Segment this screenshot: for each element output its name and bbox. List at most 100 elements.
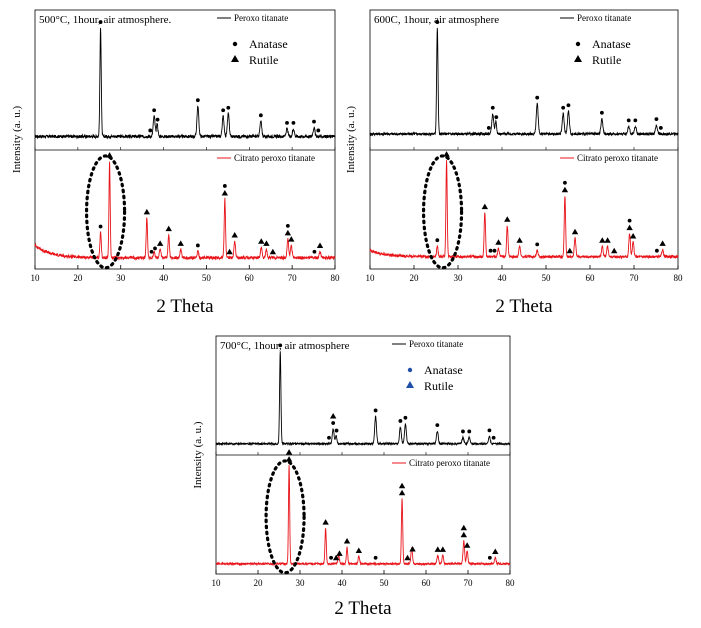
series-legend-label: Peroxo titanate bbox=[409, 339, 463, 349]
anatase-marker bbox=[403, 415, 408, 420]
rutile-marker bbox=[343, 538, 351, 544]
anatase-marker bbox=[312, 249, 317, 254]
x-tick-label: 10 bbox=[212, 578, 222, 588]
anatase-marker bbox=[148, 128, 153, 133]
anatase-marker bbox=[435, 423, 440, 428]
anatase-marker bbox=[486, 126, 491, 130]
legend-rutile-label: Rutile bbox=[424, 379, 453, 393]
x-tick-label: 80 bbox=[674, 273, 684, 283]
legend-anatase-dot-icon bbox=[407, 367, 413, 373]
anatase-marker bbox=[561, 105, 566, 110]
rutile-marker bbox=[504, 216, 511, 222]
x-tick-label: 80 bbox=[331, 273, 341, 283]
x-tick-label: 20 bbox=[254, 578, 264, 588]
legend-anatase-dot-icon bbox=[575, 41, 581, 47]
x-tick-label: 80 bbox=[506, 578, 516, 588]
anatase-marker bbox=[435, 20, 440, 24]
rutile-marker bbox=[284, 229, 292, 236]
series-line-peroxo bbox=[215, 351, 511, 447]
anatase-marker bbox=[487, 555, 492, 560]
series-line-citrato bbox=[215, 464, 511, 567]
rutile-marker bbox=[269, 248, 277, 255]
anatase-marker bbox=[461, 429, 465, 434]
series-legend-label: Citrato peroxo titanate bbox=[409, 458, 490, 468]
rutile-marker bbox=[460, 524, 467, 531]
x-axis-title: 2 Theta bbox=[156, 296, 214, 317]
x-tick-label: 60 bbox=[586, 273, 596, 283]
rutile-marker bbox=[443, 151, 450, 157]
anatase-marker bbox=[153, 246, 157, 251]
anatase-marker bbox=[373, 555, 378, 560]
x-tick-label: 60 bbox=[422, 578, 432, 588]
plot-frame bbox=[34, 9, 336, 270]
anatase-marker bbox=[535, 95, 540, 100]
x-tick-label: 30 bbox=[296, 578, 306, 588]
x-axis-title: 2 Theta bbox=[334, 598, 392, 619]
x-tick-label: 50 bbox=[542, 273, 552, 283]
rutile-marker bbox=[221, 189, 229, 196]
anatase-marker bbox=[435, 238, 440, 243]
anatase-marker bbox=[467, 429, 472, 434]
rutile-marker bbox=[355, 547, 362, 553]
x-tick-label: 40 bbox=[338, 578, 348, 588]
rutile-marker bbox=[439, 546, 446, 552]
rutile-marker bbox=[434, 546, 441, 552]
xrd-panel-2: 10 20 30 40 50 60 70 80 2 Theta Intensity (a. u.)… bbox=[345, 9, 684, 317]
rutile-marker bbox=[566, 247, 573, 254]
anatase-marker bbox=[633, 118, 638, 123]
rutile-marker bbox=[495, 239, 502, 245]
legend-rutile-triangle-icon bbox=[231, 55, 239, 62]
legend-anatase-label: Anatase bbox=[592, 37, 631, 51]
rutile-marker bbox=[481, 203, 489, 210]
x-tick-label: 50 bbox=[202, 273, 212, 283]
rutile-marker bbox=[460, 531, 467, 538]
anatase-marker bbox=[221, 108, 226, 113]
panel-title: 500°C, 1hour, air atmosphere. bbox=[39, 14, 172, 26]
x-tick-label: 20 bbox=[410, 273, 420, 283]
rutile-marker bbox=[409, 545, 416, 552]
rutile-marker bbox=[611, 247, 618, 254]
anatase-marker bbox=[316, 128, 321, 133]
anatase-marker bbox=[226, 105, 231, 110]
anatase-marker bbox=[373, 408, 378, 413]
rutile-marker bbox=[629, 232, 637, 239]
rutile-marker bbox=[288, 236, 295, 242]
rutile-marker bbox=[285, 449, 293, 455]
rutile-marker bbox=[463, 542, 471, 548]
x-tick-label: 30 bbox=[454, 273, 464, 283]
anatase-marker bbox=[488, 248, 493, 253]
anatase-marker bbox=[312, 119, 316, 124]
legend-anatase-label: Anatase bbox=[424, 363, 463, 377]
anatase-marker bbox=[98, 224, 103, 229]
anatase-marker bbox=[487, 428, 492, 433]
anatase-marker bbox=[654, 117, 659, 121]
x-tick-label: 70 bbox=[288, 273, 298, 283]
y-axis-title: Intensity (a. u.) bbox=[192, 421, 204, 489]
rutile-marker bbox=[398, 489, 406, 496]
anatase-marker bbox=[149, 249, 154, 254]
x-tick-label: 40 bbox=[159, 273, 169, 283]
anatase-marker bbox=[155, 117, 160, 122]
x-tick-label: 70 bbox=[630, 273, 640, 283]
series-legend-label: Citrato peroxo titanate bbox=[234, 153, 315, 163]
rutile-marker bbox=[106, 152, 113, 158]
anatase-marker bbox=[152, 108, 157, 113]
rutile-marker bbox=[165, 225, 172, 232]
anatase-marker bbox=[658, 126, 663, 130]
x-tick-label: 70 bbox=[464, 578, 474, 588]
anatase-marker bbox=[334, 428, 339, 433]
anatase-marker bbox=[599, 110, 604, 115]
rutile-marker bbox=[285, 456, 293, 462]
rutile-marker bbox=[561, 186, 569, 193]
legend-rutile-label: Rutile bbox=[592, 53, 621, 67]
legend-rutile-triangle-icon bbox=[574, 55, 582, 62]
anatase-marker bbox=[195, 98, 200, 103]
rutile-marker bbox=[156, 240, 164, 246]
anatase-marker bbox=[398, 419, 403, 423]
highlight-ellipse bbox=[84, 154, 127, 270]
rutile-marker bbox=[329, 413, 337, 419]
rutile-marker bbox=[332, 554, 340, 561]
anatase-marker bbox=[98, 20, 103, 24]
highlight-ellipse bbox=[421, 154, 464, 270]
